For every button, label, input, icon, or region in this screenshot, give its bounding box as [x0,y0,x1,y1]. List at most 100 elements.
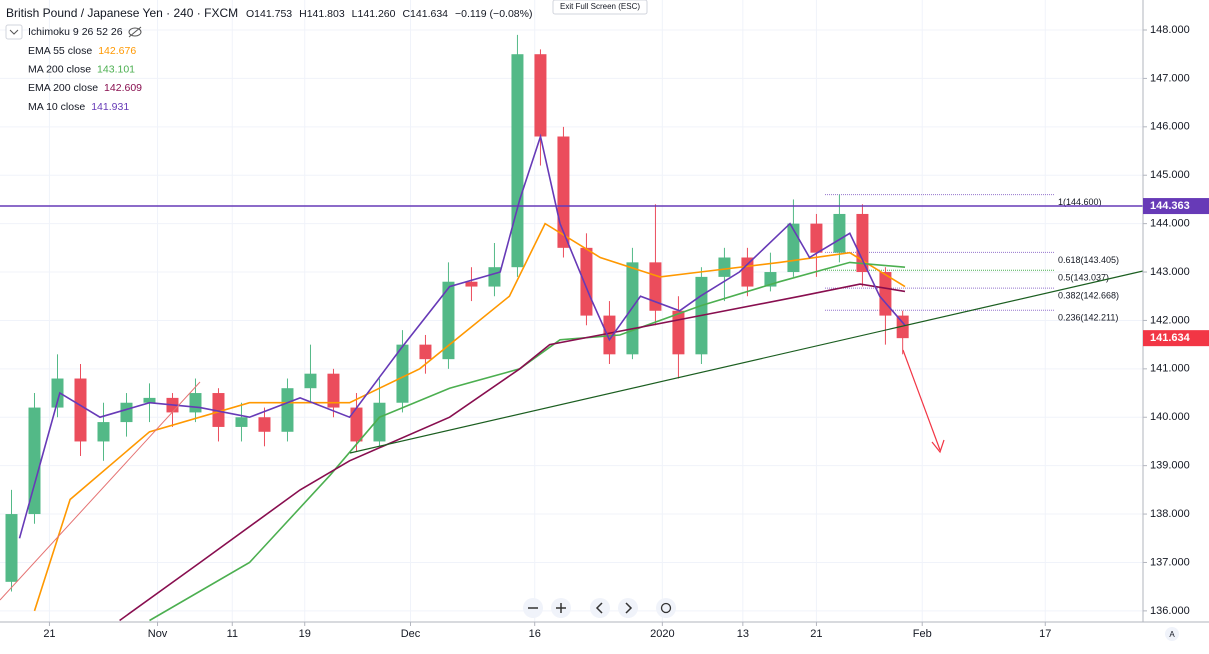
x-tick-label: 21 [43,628,55,640]
legend-value: 141.931 [91,101,129,113]
auto-scale-label: A [1169,630,1175,639]
arrow [902,349,941,451]
exit-fullscreen-label: Exit Full Screen (ESC) [560,2,640,11]
ohlc-value: −0.119 (−0.08%) [455,8,532,20]
indicator-label: Ichimoku 9 26 52 26 [28,26,123,38]
y-tick-label: 148.000 [1150,24,1190,36]
x-tick-label: 16 [529,628,541,640]
x-tick-label: 11 [227,628,238,640]
candle-body [442,281,455,360]
candle-body [896,315,909,339]
ma-line [18,133,906,539]
x-tick-label: 2020 [650,628,674,640]
x-tick-label: Dec [401,628,421,640]
exit-fullscreen-button[interactable] [552,0,648,15]
ma-line [119,283,906,622]
fib-label: 0.382(142.668) [1058,290,1119,300]
candle-body [212,393,225,427]
y-tick-label: 137.000 [1150,556,1190,568]
y-tick-label: 144.000 [1150,218,1190,230]
candle-body [281,388,294,432]
chart-title: British Pound / Japanese Yen · 240 · FXC… [6,6,238,20]
reset-button[interactable] [656,598,676,618]
candle-body [419,344,432,360]
candle-body [488,267,501,287]
candle-body [97,422,110,442]
y-tick-label: 138.000 [1150,508,1190,520]
candle-body [396,344,409,403]
scroll-right-button[interactable] [618,598,638,618]
candle-body [143,397,156,403]
candle-body [120,402,133,423]
price-label: 144.363 [1150,200,1190,212]
y-tick-label: 143.000 [1150,266,1190,278]
x-tick-label: 13 [737,628,749,640]
candle-body [327,373,340,408]
candle-body [189,393,202,413]
last-price-box [1143,330,1209,347]
candle-body [74,378,87,442]
candle-body [350,407,363,442]
legend-name: MA 10 close [28,101,85,113]
auto-scale-button[interactable] [1165,627,1179,641]
candle-body [810,223,823,253]
ohlc-value: H141.803 [299,8,345,20]
ma-line [33,222,906,612]
price-label-box [1143,198,1209,215]
candle-body [603,315,616,355]
x-tick-label: 17 [1039,628,1051,640]
legend-name: EMA 200 close [28,82,98,94]
candle-body [51,378,64,408]
legend-name: EMA 55 close [28,45,92,57]
candle-body [465,281,478,287]
candle-body [28,407,41,515]
candle-body [258,417,271,432]
toolbar [523,598,676,618]
scroll-left-button[interactable] [590,598,610,618]
chevron-icon [9,29,19,35]
y-tick-label: 141.000 [1150,363,1190,375]
collapse-button[interactable] [5,24,23,40]
candle-body [856,213,869,273]
y-tick-label: 147.000 [1150,72,1190,84]
y-tick-label: 142.000 [1150,314,1190,326]
legend-name: MA 200 close [28,63,91,75]
candle-body [741,257,754,287]
candle-body [5,514,18,582]
candle-body [879,272,892,316]
candle-body [833,213,846,253]
trend-line [349,270,1144,454]
fib-label: 0.5(143.037) [1058,273,1109,283]
legend-value: 142.609 [104,82,142,94]
candle-body [672,310,685,355]
ma-line [149,261,906,622]
x-tick-label: 21 [810,628,822,640]
legend-value: 142.676 [98,45,136,57]
trend-line [0,381,201,601]
candle-body [534,54,547,137]
candle-body [557,136,570,248]
arrow-head [931,439,945,454]
last-price-label: 141.634 [1150,332,1191,344]
fib-label: 1(144.600) [1058,197,1102,207]
candle-body [235,417,248,427]
y-tick-label: 146.000 [1150,121,1190,133]
ohlc-value: C141.634 [402,8,448,20]
y-tick-label: 136.000 [1150,605,1190,617]
ohlc-value: L141.260 [352,8,396,20]
x-tick-label: Nov [148,628,168,640]
candle-body [511,54,524,268]
candle-body [304,373,317,389]
legend-value: 143.101 [97,63,135,75]
y-tick-label: 145.000 [1150,169,1190,181]
y-tick-label: 140.000 [1150,411,1190,423]
fib-label: 0.618(143.405) [1058,255,1119,265]
ohlc-value: O141.753 [246,8,292,20]
x-tick-label: 19 [299,628,311,640]
candle-body [580,247,593,316]
fib-label: 0.236(142.211) [1058,313,1118,323]
hide-icon[interactable] [128,26,142,38]
candle-body [373,402,386,442]
y-tick-label: 139.000 [1150,460,1190,472]
